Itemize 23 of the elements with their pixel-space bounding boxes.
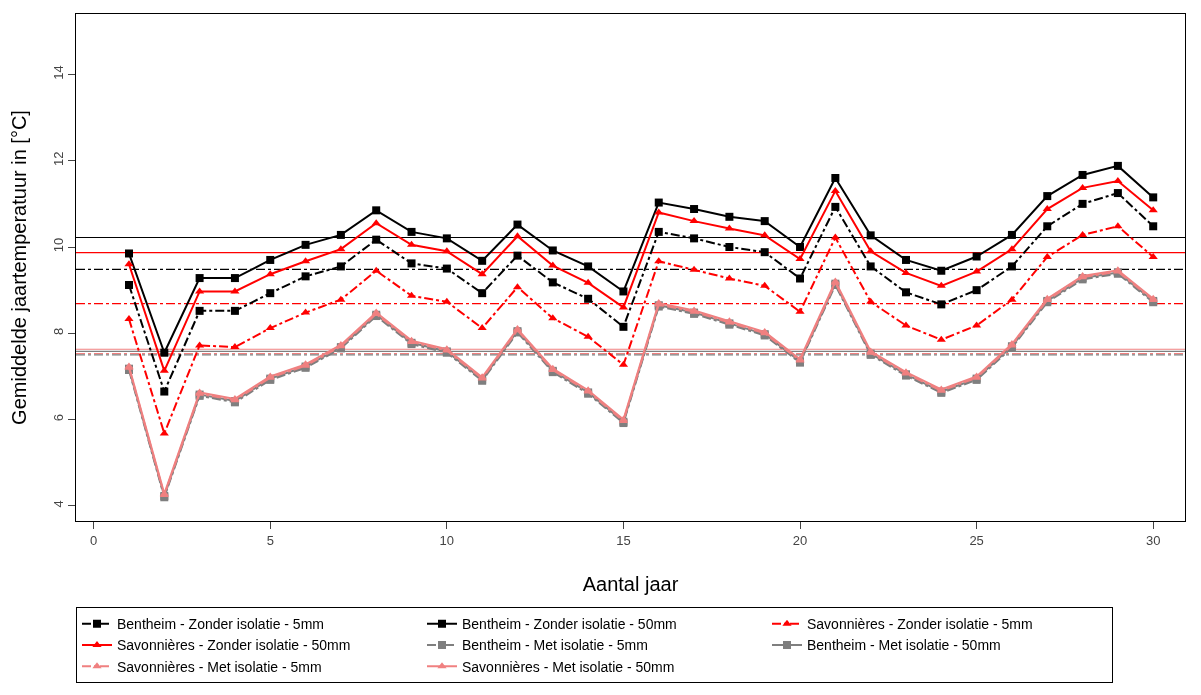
legend-label: Bentheim - Zonder isolatie - 5mm [117, 616, 324, 633]
x-tick-label: 25 [969, 532, 984, 548]
legend-label: Bentheim - Met isolatie - 5mm [462, 637, 648, 654]
legend-label: Bentheim - Zonder isolatie - 50mm [462, 616, 677, 633]
x-tick-label: 15 [616, 532, 631, 548]
legend-label: Bentheim - Met isolatie - 50mm [807, 637, 1001, 654]
legend-label: Savonnières - Met isolatie - 50mm [462, 658, 675, 675]
x-axis-title: Aantal jaar [582, 573, 679, 595]
y-tick-label: 10 [50, 237, 66, 253]
legend-label: Savonnières - Zonder isolatie - 5mm [807, 616, 1033, 633]
y-tick-label: 6 [50, 414, 66, 422]
x-tick-label: 30 [1145, 532, 1161, 548]
x-tick-label: 10 [439, 532, 455, 548]
y-tick-label: 4 [50, 500, 66, 508]
y-tick-label: 8 [50, 327, 66, 335]
x-tick-label: 0 [90, 532, 98, 548]
legend-label: Savonnières - Zonder isolatie - 50mm [117, 637, 351, 654]
y-tick-label: 12 [50, 151, 66, 166]
x-tick-label: 20 [792, 532, 808, 548]
y-axis-title: Gemiddelde jaartemperatuur in [°C] [8, 110, 30, 425]
legend-label: Savonnières - Met isolatie - 5mm [117, 658, 322, 675]
y-tick-label: 14 [50, 65, 66, 80]
x-tick-label: 5 [266, 532, 274, 548]
